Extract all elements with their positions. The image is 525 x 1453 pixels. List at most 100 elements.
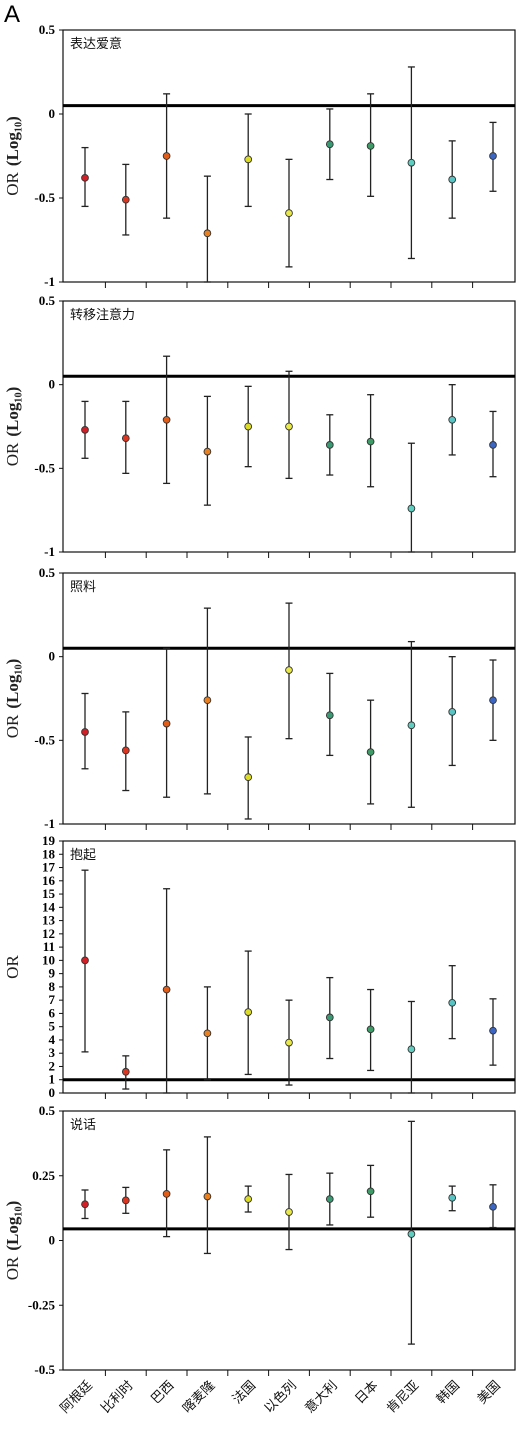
x-category-label: 巴西 [148, 1378, 177, 1407]
y-tick-label: -0.25 [28, 1297, 56, 1312]
y-axis-label-main: OR [3, 955, 22, 979]
plot-frame [62, 840, 516, 1094]
panel-title: 说话 [70, 1118, 96, 1133]
data-point [448, 708, 457, 716]
x-category-label: 日本 [352, 1378, 381, 1407]
y-axis-label-main: OR [3, 171, 22, 195]
y-tick-label: 12 [42, 926, 55, 941]
y-axis-label: OR (Log₁₀) [3, 116, 22, 195]
y-tick-label: 11 [43, 939, 55, 954]
data-point [285, 422, 293, 431]
data-point [285, 1038, 293, 1047]
data-point [81, 728, 89, 736]
y-tick-label: 0.5 [39, 565, 56, 580]
y-axis-label-main: OR [3, 1256, 22, 1280]
y-tick-label: 6 [49, 1005, 56, 1020]
x-category-label: 法国 [230, 1378, 259, 1407]
y-tick-label: -0.5 [34, 460, 55, 475]
y-tick-label: -1 [44, 816, 55, 831]
y-tick-label: 2 [49, 1058, 56, 1073]
data-point [366, 748, 375, 756]
y-tick-label: 0 [49, 649, 56, 664]
y-tick-label: 0 [49, 1233, 56, 1248]
y-axis-label-main: OR [3, 714, 22, 738]
panel-label: A [4, 1, 20, 28]
y-tick-label: 4 [49, 1032, 56, 1047]
data-point [81, 173, 89, 182]
data-point [244, 1008, 253, 1016]
y-tick-label: 19 [42, 833, 56, 848]
y-tick-label: 0.5 [39, 293, 56, 308]
data-point [121, 1196, 130, 1205]
panel-title: 照料 [70, 580, 96, 595]
y-tick-label: 8 [49, 979, 56, 994]
data-point [203, 229, 212, 238]
data-point [121, 1067, 130, 1076]
data-point [162, 985, 171, 994]
y-tick-label: 16 [42, 873, 56, 888]
data-point [244, 1195, 253, 1203]
data-point [489, 1026, 497, 1035]
error-bar-4 [203, 175, 211, 283]
data-point [121, 434, 130, 443]
data-point [407, 158, 416, 167]
data-point [81, 425, 89, 434]
data-point [244, 773, 253, 781]
data-point [366, 437, 375, 446]
y-tick-label: 0 [49, 106, 56, 121]
data-point [325, 711, 334, 720]
y-tick-label: 0 [49, 377, 56, 392]
plot-frame [62, 572, 516, 825]
data-point [448, 415, 457, 424]
x-category-label: 阿根廷 [58, 1378, 96, 1416]
plot-frame [62, 29, 516, 283]
y-tick-label: 0.5 [39, 22, 56, 37]
y-tick-label: 1 [49, 1072, 56, 1087]
data-point [407, 504, 416, 513]
data-point [285, 666, 293, 674]
data-point [285, 209, 293, 217]
y-axis-label-sub: (Log₁₀) [3, 1201, 22, 1251]
data-point [325, 140, 334, 149]
data-point [244, 422, 253, 431]
data-point [448, 1193, 457, 1202]
y-axis-label-sub: (Log₁₀) [3, 659, 22, 709]
data-point [366, 142, 375, 150]
x-category-label: 美国 [475, 1378, 504, 1407]
chart-root: 0.5 0 -0.5 -1 OR (Log₁₀) 表达爱意 0.5 0 -0.5 -1 OR (Log₁… [3, 22, 516, 1417]
data-point [489, 696, 497, 705]
panel-2: 0.5 0 -0.5 -1 OR (Log₁₀) 转移注意力 [3, 293, 516, 559]
y-tick-label: 18 [42, 846, 56, 861]
data-point [489, 152, 497, 160]
y-tick-label: 10 [42, 952, 55, 967]
data-point [489, 441, 497, 449]
y-axis-label: OR (Log₁₀) [3, 387, 22, 466]
x-category-label: 比利时 [98, 1378, 136, 1416]
data-point [81, 1200, 89, 1209]
panel-5: 0.5 0.25 0 -0.25 -0.5 OR (Log₁₀) 说话阿根廷 比利时 巴西 喀麦隆法… [3, 1103, 516, 1417]
data-point [162, 1190, 171, 1198]
panel-title: 抱起 [70, 847, 96, 863]
x-category-label: 肯尼亚 [384, 1378, 422, 1416]
y-tick-label: 3 [49, 1045, 56, 1060]
data-point [162, 719, 171, 728]
data-point [203, 1192, 212, 1201]
x-category-label: 韩国 [434, 1378, 463, 1407]
data-point [448, 998, 457, 1007]
y-tick-label: 0.5 [39, 1103, 56, 1118]
x-category-label: 意大利 [302, 1378, 341, 1417]
y-axis-label-sub: (Log₁₀) [3, 116, 22, 166]
data-point [489, 1202, 497, 1211]
data-point [407, 1045, 416, 1054]
data-point [203, 447, 212, 456]
y-tick-label: -0.5 [34, 1362, 55, 1377]
y-tick-label: -0.5 [34, 190, 55, 205]
y-tick-label: 15 [42, 886, 56, 901]
data-point [366, 1187, 375, 1196]
panel-title: 表达爱意 [70, 36, 122, 52]
y-tick-label: -1 [44, 544, 55, 559]
x-category-label: 以色列 [261, 1378, 300, 1417]
data-point [162, 415, 171, 424]
y-tick-label: 0 [49, 1085, 56, 1100]
y-tick-label: 7 [49, 992, 56, 1007]
